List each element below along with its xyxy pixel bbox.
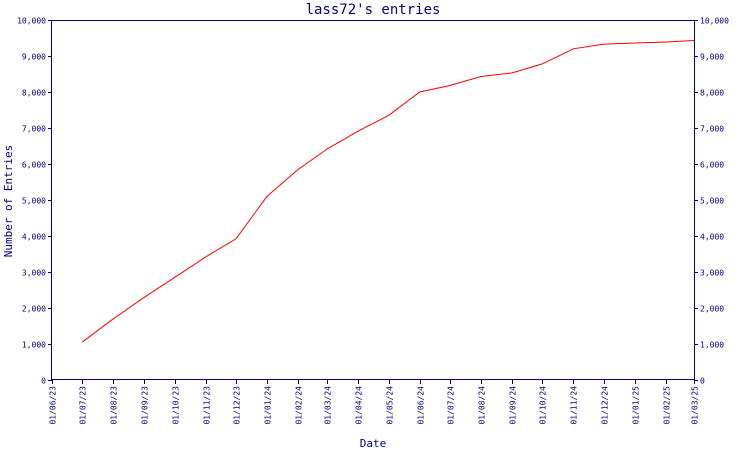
y-tick-label-left: 4,000 <box>22 233 46 242</box>
y-tick-label-right: 2,000 <box>700 305 724 314</box>
x-tick-label: 01/08/23 <box>110 386 119 425</box>
x-tick-label: 01/04/24 <box>355 386 364 425</box>
x-tick-label: 01/03/25 <box>691 386 700 425</box>
y-tick-label-left: 0 <box>41 377 46 386</box>
y-tick-label-left: 10,000 <box>17 17 46 26</box>
y-tick-label-left: 1,000 <box>22 341 46 350</box>
y-tick-label-right: 5,000 <box>700 197 724 206</box>
x-tick-label: 01/01/24 <box>264 386 273 425</box>
y-tick-label-left: 2,000 <box>22 305 46 314</box>
x-tick-label: 01/09/23 <box>141 386 150 425</box>
y-tick-label-left: 3,000 <box>22 269 46 278</box>
y-tick-label-right: 10,000 <box>700 17 729 26</box>
y-tick-label-right: 9,000 <box>700 53 724 62</box>
x-tick-label: 01/01/25 <box>632 386 641 425</box>
x-tick-label: 01/08/24 <box>478 386 487 425</box>
x-tick-label: 01/11/23 <box>203 386 212 425</box>
y-tick-label-right: 0 <box>700 377 705 386</box>
y-tick-label-left: 9,000 <box>22 53 46 62</box>
x-tick-label: 01/06/23 <box>49 386 58 425</box>
x-tick-label: 01/07/23 <box>79 386 88 425</box>
x-tick-label: 01/12/24 <box>601 386 610 425</box>
y-tick-label-right: 3,000 <box>700 269 724 278</box>
x-tick-label: 01/11/24 <box>570 386 579 425</box>
plot-frame <box>51 20 695 380</box>
x-tick-label: 01/12/23 <box>233 386 242 425</box>
y-tick-label-left: 6,000 <box>22 161 46 170</box>
x-tick-label: 01/10/24 <box>539 386 548 425</box>
y-tick-label-left: 5,000 <box>22 197 46 206</box>
x-tick-label: 01/06/24 <box>417 386 426 425</box>
x-tick-label: 01/03/24 <box>324 386 333 425</box>
chart-title: lass72's entries <box>306 2 441 18</box>
y-tick-label-right: 6,000 <box>700 161 724 170</box>
x-tick-label: 01/10/23 <box>172 386 181 425</box>
y-tick-label-right: 4,000 <box>700 233 724 242</box>
x-axis-label: Date <box>360 437 387 450</box>
x-tick-label: 01/05/24 <box>386 386 395 425</box>
y-axis-label: Number of Entries <box>2 145 15 258</box>
series-line <box>81 40 695 343</box>
y-tick-label-right: 8,000 <box>700 89 724 98</box>
axis-ticks: 0 0 1,000 1,000 2,000 2,000 3,000 3,000 4,000 4,0… <box>17 17 729 425</box>
x-tick-label: 01/09/24 <box>509 386 518 425</box>
x-tick-label: 01/07/24 <box>447 386 456 425</box>
y-tick-label-right: 1,000 <box>700 341 724 350</box>
x-tick-label: 01/02/25 <box>663 386 672 425</box>
y-tick-label-right: 7,000 <box>700 125 724 134</box>
y-tick-label-left: 7,000 <box>22 125 46 134</box>
x-tick-label: 01/02/24 <box>295 386 304 425</box>
series-group <box>81 40 695 343</box>
y-tick-label-left: 8,000 <box>22 89 46 98</box>
